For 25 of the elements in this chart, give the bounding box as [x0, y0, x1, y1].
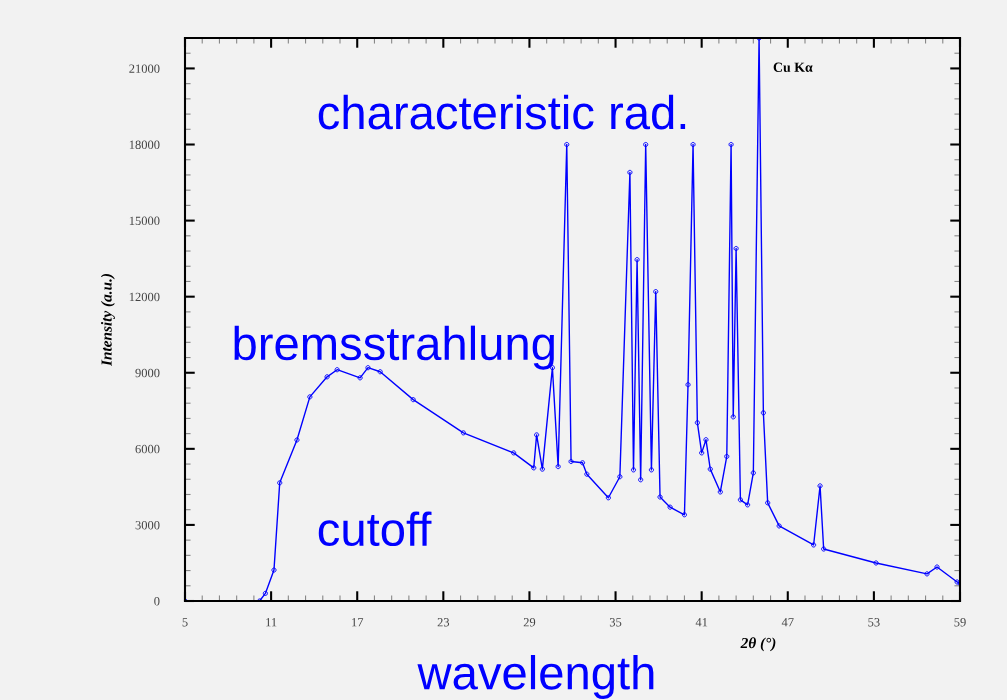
- x-tick-label: 5: [182, 618, 188, 627]
- x-axis-title: 2θ (°): [740, 637, 776, 652]
- y-axis-title: Intensity (a.u.): [100, 274, 115, 367]
- x-tick-label: 35: [609, 618, 622, 627]
- y-tick-label: 12000: [129, 292, 160, 302]
- text: wavelength: [417, 654, 654, 700]
- x-tick-label: 29: [523, 618, 536, 627]
- y-tick-label: 6000: [135, 444, 160, 454]
- annotation: Cu Kα: [773, 62, 813, 72]
- x-tick-label: 11: [266, 618, 277, 627]
- x-tick-label: 41: [695, 618, 708, 627]
- y-tick-label: 18000: [129, 140, 160, 149]
- annotation: cutoff: [318, 511, 432, 547]
- x-tick-label: 17: [352, 618, 364, 627]
- x-tick-label: 47: [781, 618, 794, 627]
- y-tick-label: 15000: [129, 216, 160, 226]
- x-tick-label: 53: [868, 618, 880, 627]
- x-tick-label: 59: [954, 618, 966, 627]
- y-tick-label: 21000: [129, 64, 160, 73]
- annotation: bremsstrahlung: [234, 325, 554, 370]
- annotation: characteristic rad.: [318, 94, 686, 130]
- y-tick-label: 9000: [135, 368, 160, 378]
- y-tick-label: 0: [154, 597, 160, 606]
- y-tick-label: 3000: [135, 520, 160, 530]
- x-tick-label: 23: [437, 618, 450, 627]
